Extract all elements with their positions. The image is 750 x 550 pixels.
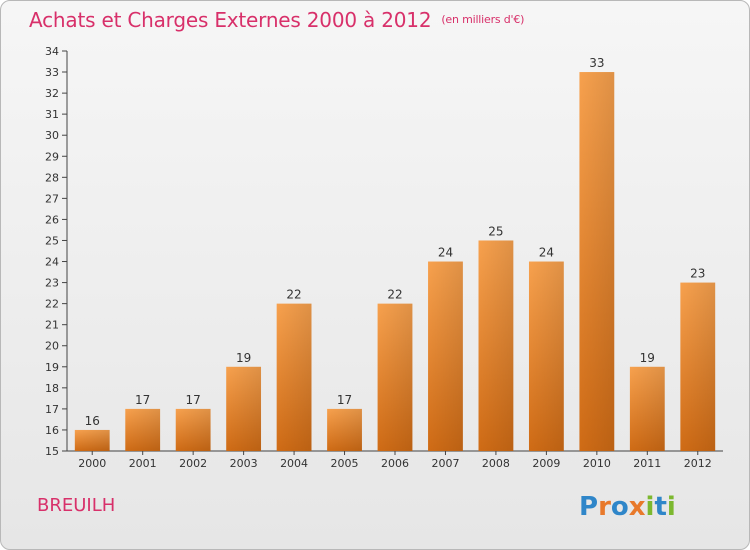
y-tick-label: 16 <box>45 424 59 437</box>
bar-shade <box>528 261 564 451</box>
data-label: 24 <box>539 246 554 260</box>
bar-shade <box>579 72 615 451</box>
brand-letter: o <box>610 492 629 522</box>
bar-shade <box>226 366 262 451</box>
y-tick-label: 21 <box>45 319 59 332</box>
x-tick-label: 2002 <box>179 457 207 470</box>
y-tick-label: 22 <box>45 298 59 311</box>
y-tick-label: 17 <box>45 403 59 416</box>
chart-axes: 15 16 17 18 19 20 21 22 23 24 25 26 27 28 29 30 31 32 33 34… <box>45 45 723 470</box>
chart-bars <box>74 72 716 451</box>
x-tick-label: 2008 <box>482 457 510 470</box>
y-tick-label: 29 <box>45 150 59 163</box>
y-tick-label: 25 <box>45 234 59 247</box>
bar-shade <box>377 303 413 451</box>
y-tick-label: 28 <box>45 171 59 184</box>
x-tick-label: 2001 <box>129 457 157 470</box>
data-label: 33 <box>589 56 604 70</box>
chart-data-labels: 16 17 17 19 22 17 22 24 25 24 33 19 23 <box>85 56 706 428</box>
y-tick-label: 34 <box>45 45 59 58</box>
data-label: 17 <box>186 393 201 407</box>
y-tick-label: 18 <box>45 382 59 395</box>
data-label: 17 <box>135 393 150 407</box>
x-tick-label: 2011 <box>633 457 661 470</box>
data-label: 22 <box>286 288 301 302</box>
chart-title: Achats et Charges Externes 2000 à 2012 (e… <box>29 8 524 32</box>
bar-shade <box>428 261 463 451</box>
y-tick-label: 30 <box>45 129 59 142</box>
commune-name: BREUILH <box>37 495 116 516</box>
data-label: 25 <box>488 224 503 238</box>
brand-letter: t <box>654 492 667 522</box>
brand-letter: P <box>579 492 599 522</box>
brand-letter: i <box>666 492 676 522</box>
data-label: 23 <box>690 267 705 281</box>
brand-letter: x <box>628 492 646 522</box>
x-tick-label: 2010 <box>583 457 611 470</box>
data-label: 16 <box>85 414 100 428</box>
bar-shade <box>680 282 716 451</box>
y-tick-label: 23 <box>45 277 59 290</box>
x-tick-label: 2012 <box>684 457 712 470</box>
x-tick-label: 2000 <box>78 457 106 470</box>
bar-shade <box>629 366 665 451</box>
bar-shade <box>175 408 211 451</box>
bar-shade <box>478 240 514 451</box>
y-tick-label: 24 <box>45 256 59 269</box>
y-tick-label: 32 <box>45 87 59 100</box>
data-label: 19 <box>236 351 251 365</box>
y-tick-label: 19 <box>45 361 59 374</box>
chart-unit: (en milliers d'€) <box>441 13 525 26</box>
x-tick-label: 2009 <box>532 457 560 470</box>
x-tick-label: 2005 <box>331 457 359 470</box>
brand-letter: i <box>645 492 655 522</box>
data-label: 19 <box>640 351 655 365</box>
y-tick-label: 27 <box>45 192 59 205</box>
y-tick-label: 26 <box>45 213 59 226</box>
y-tick-label: 15 <box>45 445 59 458</box>
y-tick-label: 33 <box>45 66 59 79</box>
bar-shade <box>327 408 362 451</box>
y-tick-label: 20 <box>45 340 59 353</box>
proxiti-logo: Proxiti <box>579 487 691 527</box>
brand-letter: r <box>598 492 611 522</box>
bar-shade <box>74 429 110 451</box>
x-tick-label: 2007 <box>431 457 459 470</box>
data-label: 22 <box>387 288 402 302</box>
bar-shade <box>125 408 161 451</box>
data-label: 17 <box>337 393 352 407</box>
data-label: 24 <box>438 246 453 260</box>
x-tick-label: 2006 <box>381 457 409 470</box>
x-tick-label: 2004 <box>280 457 308 470</box>
y-tick-label: 31 <box>45 108 59 121</box>
chart-title-text: Achats et Charges Externes 2000 à 2012 <box>29 8 432 32</box>
x-tick-label: 2003 <box>230 457 258 470</box>
bar-shade <box>276 303 312 451</box>
